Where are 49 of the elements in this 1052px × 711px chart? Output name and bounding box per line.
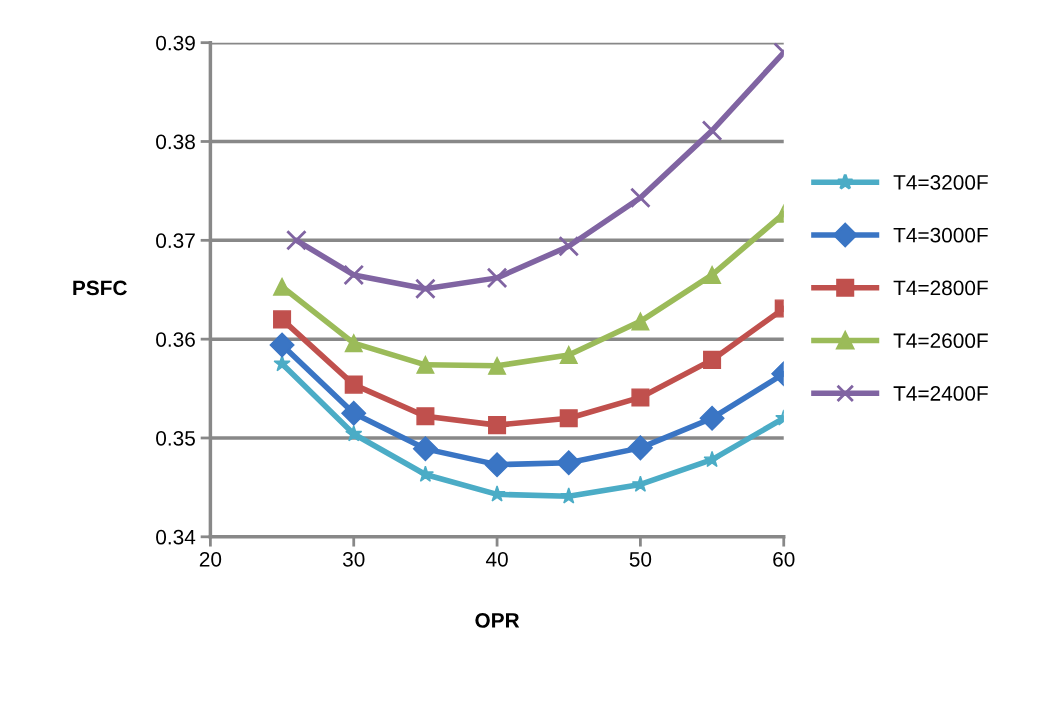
point <box>488 416 507 435</box>
point <box>416 355 435 374</box>
point <box>558 235 580 257</box>
point <box>484 452 510 478</box>
y-tick-label: 0.39 <box>156 35 195 51</box>
legend-label: T4=2400F <box>893 386 988 401</box>
point <box>701 120 723 142</box>
point <box>627 435 653 461</box>
point <box>416 465 435 482</box>
point <box>285 229 307 251</box>
x-tick-label: 50 <box>629 551 652 567</box>
point <box>343 264 365 286</box>
point <box>269 332 295 358</box>
x-axis-title: OPR <box>475 613 520 628</box>
point <box>341 400 367 426</box>
point <box>556 450 582 476</box>
point <box>631 388 650 407</box>
x-tick-label: 30 <box>342 551 365 567</box>
x-tick-label: 20 <box>199 551 222 567</box>
point <box>486 267 508 289</box>
y-tick-label: 0.35 <box>156 430 195 446</box>
point <box>412 436 438 462</box>
point <box>703 450 721 468</box>
point <box>345 424 363 442</box>
point <box>703 265 722 284</box>
legend-label: T4=3200F <box>893 175 988 190</box>
y-axis-title: PSFC <box>73 280 127 296</box>
point <box>414 278 436 300</box>
point <box>629 187 651 209</box>
legend-label: T4=2600F <box>893 333 988 349</box>
legend-label: T4=2800F <box>893 280 988 296</box>
point <box>703 350 722 369</box>
point <box>488 356 507 375</box>
y-tick-label: 0.38 <box>156 134 195 150</box>
point <box>631 312 650 331</box>
point <box>344 334 363 353</box>
x-tick-label: 40 <box>485 551 508 567</box>
point <box>559 409 578 428</box>
legend-label: T4=3000F <box>893 227 988 243</box>
point <box>699 405 725 431</box>
point <box>273 310 292 329</box>
point <box>344 375 363 394</box>
x-tick-label: 60 <box>773 551 795 567</box>
y-tick-label: 0.37 <box>156 233 195 249</box>
y-tick-label: 0.36 <box>156 332 195 347</box>
y-tick-label: 0.34 <box>156 529 196 545</box>
point <box>559 345 578 364</box>
point <box>273 354 291 372</box>
point <box>416 407 435 426</box>
